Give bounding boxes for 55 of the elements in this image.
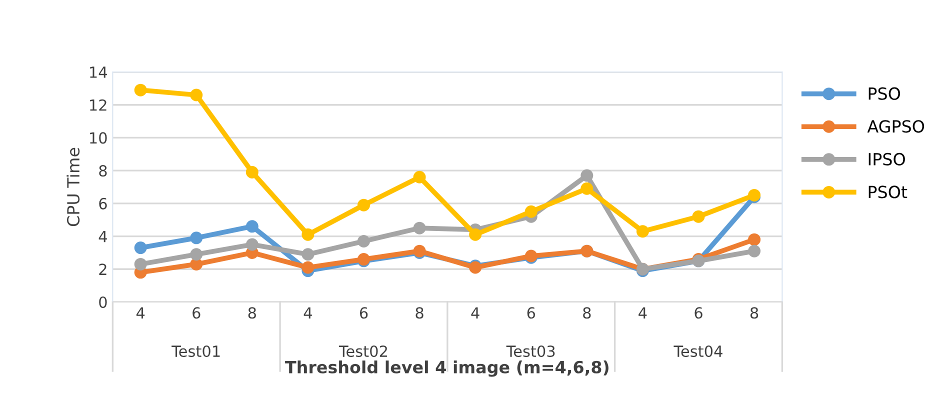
text: Test01	[172, 345, 220, 358]
point	[134, 258, 147, 270]
point	[692, 210, 705, 223]
y-tick-label: 10	[90, 132, 107, 144]
x-tick-label: 8	[750, 307, 758, 319]
x-tick-label: 6	[694, 307, 702, 319]
legend-label: IPSO	[868, 152, 905, 166]
x-tick-label: 4	[471, 307, 480, 318]
y-tick-label: 0	[99, 296, 107, 308]
point	[357, 198, 370, 212]
x-tick-label: 4	[304, 307, 312, 318]
point	[469, 228, 482, 241]
y-tick-label: 2	[99, 264, 106, 275]
x-tick-label: 6	[192, 307, 200, 319]
point	[580, 182, 594, 195]
point	[302, 248, 314, 261]
x-tick-label: 4	[136, 307, 145, 318]
point	[748, 233, 761, 246]
point	[524, 205, 538, 218]
point	[636, 225, 649, 238]
x-tick-label: 8	[248, 307, 256, 319]
y-tick-label: 12	[90, 99, 106, 111]
y-tick-label: 8	[99, 165, 107, 177]
point	[413, 222, 426, 234]
y-axis-title: CPU Time	[66, 148, 80, 226]
point	[190, 258, 203, 270]
x-tick-label: 4	[638, 307, 647, 318]
legend-label: PSOt	[868, 186, 908, 198]
point	[246, 220, 258, 233]
point	[190, 88, 203, 102]
x-tick-label: 8	[416, 307, 424, 319]
legend-label: AGPSO	[867, 120, 924, 133]
legend-label: PSO	[868, 87, 900, 100]
point	[748, 244, 761, 258]
y-tick-label: 14	[90, 66, 107, 78]
x-tick-label: 8	[583, 307, 591, 319]
point	[413, 170, 426, 184]
point	[302, 228, 314, 241]
text: Test02	[338, 345, 387, 358]
text: Test03	[506, 345, 555, 358]
point	[302, 261, 314, 274]
point	[134, 84, 147, 96]
x-axis-title: Threshold level 4 image (m=4,6,8)	[285, 360, 608, 377]
y-tick-label: 6	[99, 198, 107, 210]
point	[357, 234, 370, 248]
point	[580, 169, 594, 182]
y-tick-label: 4	[98, 230, 107, 242]
point	[190, 232, 203, 244]
point	[190, 248, 203, 261]
point	[134, 242, 147, 254]
point	[246, 166, 258, 178]
text: Test04	[674, 345, 722, 358]
point	[246, 238, 258, 251]
x-tick-label: 6	[360, 307, 368, 319]
x-tick-label: 6	[527, 307, 536, 319]
